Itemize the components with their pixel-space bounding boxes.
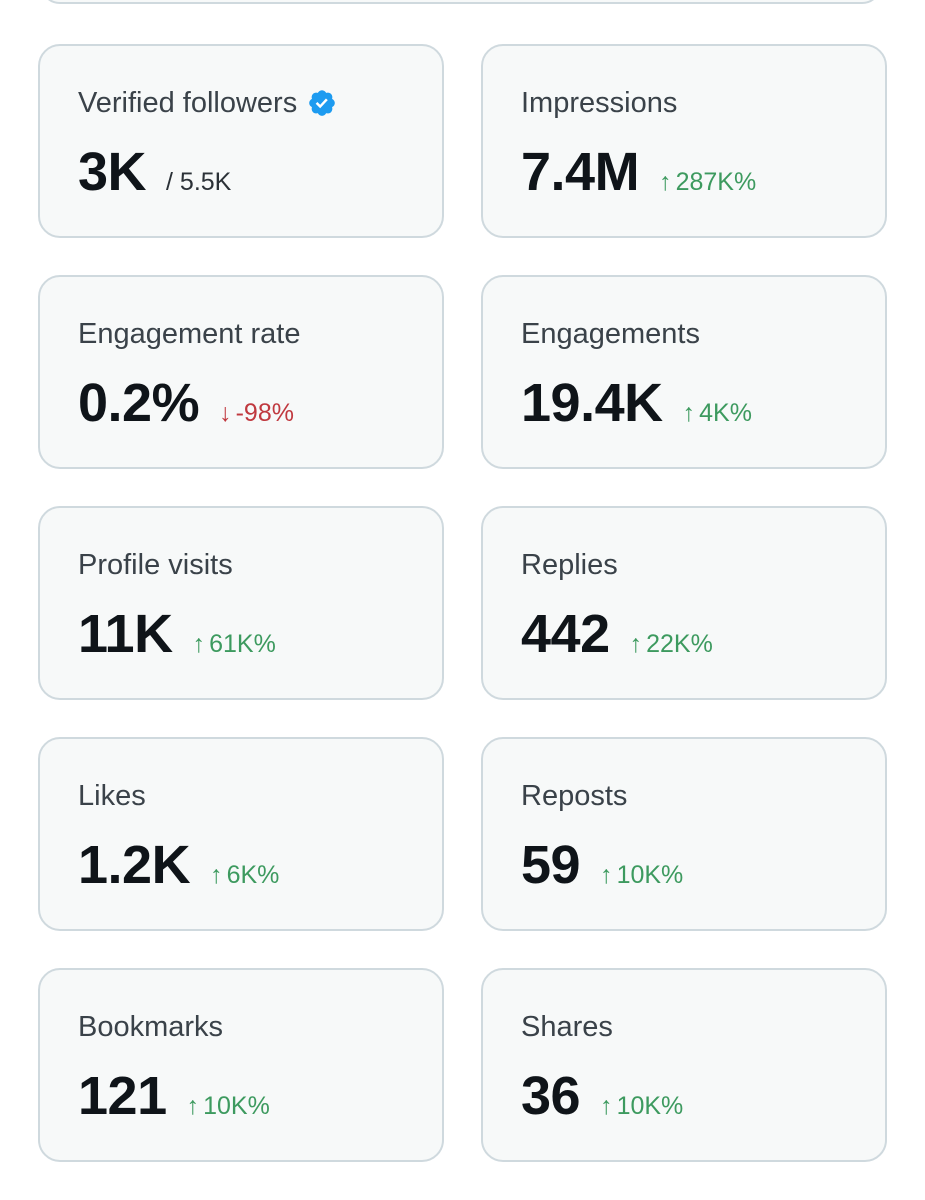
metric-card-bookmarks[interactable]: Bookmarks 121 ↑ 10K% [38,968,444,1162]
metric-label: Bookmarks [78,1011,224,1043]
metric-value: 121 [78,1066,167,1126]
arrow-up-icon: ↑ [682,399,696,427]
arrow-up-icon: ↑ [600,1092,613,1120]
metric-total: / 5.5K [166,168,232,196]
arrow-up-icon: ↑ [186,1092,200,1120]
metric-value: 7.4M [521,142,640,202]
metric-label: Profile visits [78,549,233,581]
arrow-up-icon: ↑ [659,168,672,196]
metric-delta-value: 287K% [675,168,757,196]
metric-value: 19.4K [521,373,663,433]
arrow-up-icon: ↑ [600,861,613,889]
metric-delta: ↓ -98% [219,398,294,428]
metric-label: Reposts [521,780,628,812]
metric-delta: ↑ 22K% [630,629,713,659]
metric-card-replies[interactable]: Replies 442 ↑ 22K% [481,506,887,700]
metric-card-verified-followers[interactable]: Verified followers 3K / 5.5K [38,44,444,238]
metric-delta-value: 4K% [699,399,752,427]
metric-delta-value: 6K% [226,861,280,889]
arrow-down-icon: ↓ [219,399,232,427]
metric-label: Replies [521,549,618,581]
arrow-up-icon: ↑ [210,861,223,889]
metric-value: 11K [78,604,173,664]
metric-delta: ↑ 10K% [187,1091,270,1121]
metric-value: 0.2% [78,373,200,433]
previous-card-edge [40,0,882,4]
metric-delta: ↑ 10K% [600,860,683,890]
arrow-up-icon: ↑ [629,630,643,658]
metric-delta-value: 10K% [616,861,684,889]
metric-delta: ↑ 287K% [659,167,756,197]
metric-label: Engagements [521,318,700,350]
metric-value: 59 [521,835,581,895]
metric-label: Verified followers [78,87,298,119]
metric-label: Engagement rate [78,318,301,350]
metric-delta-value: 10K% [616,1092,684,1120]
metric-label: Impressions [521,87,678,119]
metric-delta: ↑ 6K% [210,860,279,890]
metric-delta-value: -98% [235,399,294,427]
metric-value: 3K [78,142,147,202]
metric-card-reposts[interactable]: Reposts 59 ↑ 10K% [481,737,887,931]
metric-card-shares[interactable]: Shares 36 ↑ 10K% [481,968,887,1162]
metric-delta: ↑ 4K% [683,398,752,428]
metric-value: 36 [521,1066,581,1126]
metric-value: 1.2K [78,835,191,895]
metric-card-engagement-rate[interactable]: Engagement rate 0.2% ↓ -98% [38,275,444,469]
metric-delta-value: 10K% [203,1092,270,1120]
metric-delta: ↑ 10K% [600,1091,683,1121]
metric-card-likes[interactable]: Likes 1.2K ↑ 6K% [38,737,444,931]
metric-delta-value: 22K% [646,630,713,658]
metric-label: Likes [78,780,146,812]
metrics-grid: Verified followers 3K / 5.5K Impressions… [38,44,887,1162]
metric-card-profile-visits[interactable]: Profile visits 11K ↑ 61K% [38,506,444,700]
arrow-up-icon: ↑ [192,630,206,658]
verified-badge-icon [307,88,337,118]
metric-label: Shares [521,1011,613,1043]
metric-card-impressions[interactable]: Impressions 7.4M ↑ 287K% [481,44,887,238]
metric-delta: ↑ 61K% [193,629,276,659]
metric-delta-value: 61K% [209,630,276,658]
metric-card-engagements[interactable]: Engagements 19.4K ↑ 4K% [481,275,887,469]
metric-value: 442 [521,604,610,664]
